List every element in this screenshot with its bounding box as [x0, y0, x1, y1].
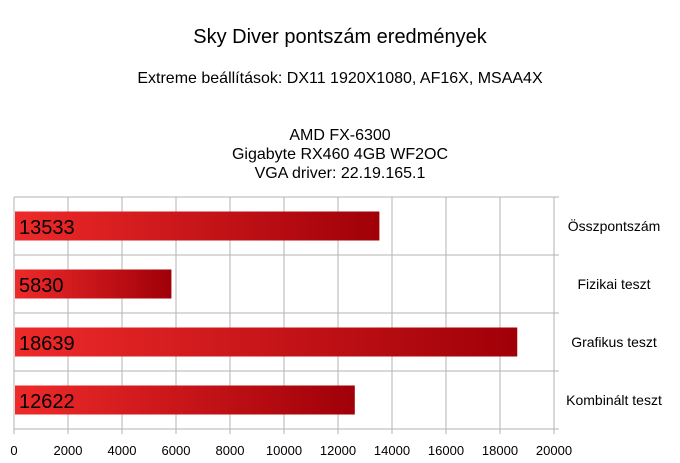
- bar-value-label: 18639: [19, 333, 75, 355]
- category-labels: Összpontszám Fizikai teszt Grafikus teszt K…: [566, 217, 662, 408]
- category-label: Összpontszám: [568, 217, 661, 234]
- x-tick-label: 18000: [482, 443, 518, 458]
- cpu-info: AMD FX-6300: [289, 127, 391, 144]
- bar: [15, 385, 355, 415]
- x-tick-label: 16000: [428, 443, 464, 458]
- x-tick-label: 10000: [266, 443, 302, 458]
- bar-value-label: 13533: [19, 217, 75, 239]
- x-tick-label: 12000: [320, 443, 356, 458]
- category-label: Grafikus teszt: [571, 334, 657, 350]
- bar-value-label: 5830: [19, 275, 64, 297]
- chart-subtitle: Extreme beállítások: DX11 1920X1080, AF1…: [137, 70, 543, 87]
- x-tick-label: 2000: [54, 443, 83, 458]
- x-axis-tick-labels: 0 2000 4000 6000 8000 10000 12000 14000 16000 180…: [10, 443, 572, 458]
- x-tick-label: 6000: [162, 443, 191, 458]
- gpu-info: Gigabyte RX460 4GB WF2OC: [231, 146, 449, 163]
- x-tick-label: 14000: [374, 443, 410, 458]
- bar: [15, 211, 380, 241]
- x-tick-label: 0: [10, 443, 17, 458]
- x-tick-label: 8000: [216, 443, 245, 458]
- category-label: Fizikai teszt: [577, 276, 650, 292]
- bar: [15, 327, 518, 357]
- chart-title: Sky Diver pontszám eredmények: [193, 26, 487, 48]
- x-tick-label: 20000: [536, 443, 572, 458]
- driver-info: VGA driver: 22.19.165.1: [254, 165, 426, 182]
- bar-value-labels: 13533 5830 18639 12622: [19, 217, 75, 413]
- bar: [15, 269, 172, 299]
- bar-value-label: 12622: [19, 391, 75, 413]
- category-label: Kombinált teszt: [566, 392, 662, 408]
- x-tick-label: 4000: [108, 443, 137, 458]
- bars: [15, 211, 518, 415]
